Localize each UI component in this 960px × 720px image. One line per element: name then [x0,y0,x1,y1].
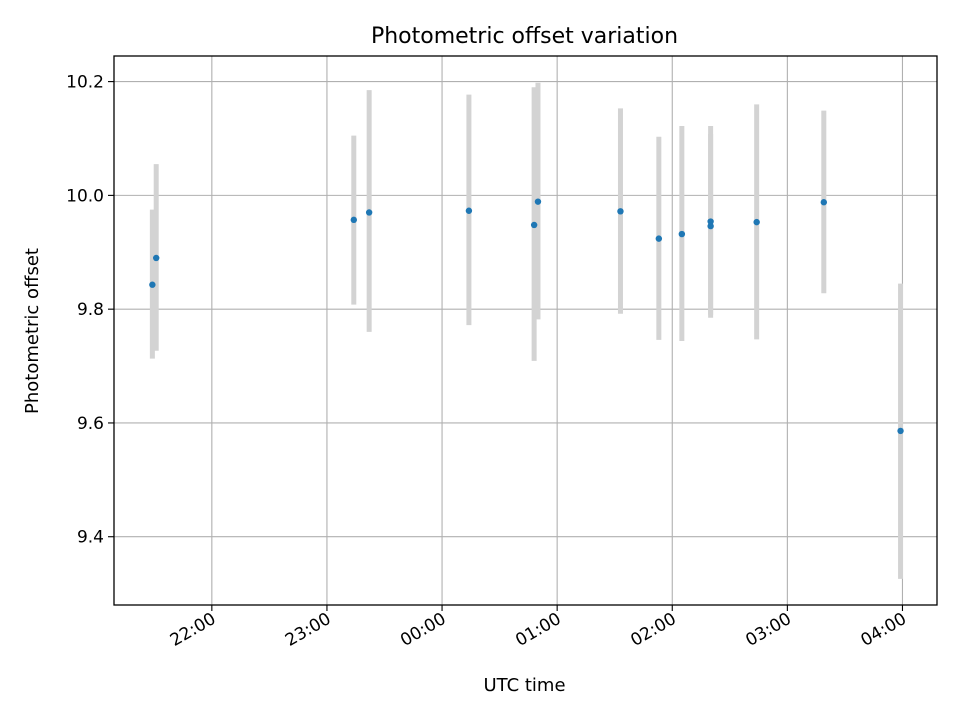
data-point [534,198,542,205]
x-axis-label: UTC time [483,675,565,696]
y-tick-label: 10.0 [66,186,104,206]
data-point [617,208,624,215]
x-tick-label: 00:00 [397,609,449,651]
x-tick-label: 22:00 [167,609,219,651]
x-tick-label: 02:00 [627,609,679,651]
x-axis-ticks: 22:00 23:00 00:00 01:00 02:00 03:00 04:00 [167,605,910,651]
data-point [153,254,160,262]
grid [114,56,937,605]
x-tick-label: 23:00 [282,609,334,651]
x-tick-label: 04:00 [858,609,910,651]
x-tick-label: 01:00 [512,609,564,651]
y-tick-label: 9.8 [77,300,104,320]
y-tick-label: 9.4 [77,528,104,548]
y-tick-label: 10.2 [66,73,104,93]
y-tick-label: 9.6 [77,414,104,434]
data-point [820,199,828,206]
x-tick-label: 03:00 [742,609,794,651]
chart-title: Photometric offset variation [371,24,678,49]
error-bars [149,82,904,579]
data-point [530,221,538,229]
y-axis-label: Photometric offset [22,248,43,414]
data-point [707,222,714,230]
data-point [149,281,156,288]
data-point [365,209,373,216]
data-point [707,218,714,225]
plot-area-frame [113,55,938,606]
data-point [655,235,663,242]
data-point [678,230,686,238]
y-axis-ticks: 9.4 9.6 9.8 10.0 10.2 [66,73,114,548]
data-point [897,427,904,435]
data-point [753,218,760,226]
data-points [149,198,904,435]
data-point [465,207,473,214]
data-point [350,216,358,224]
